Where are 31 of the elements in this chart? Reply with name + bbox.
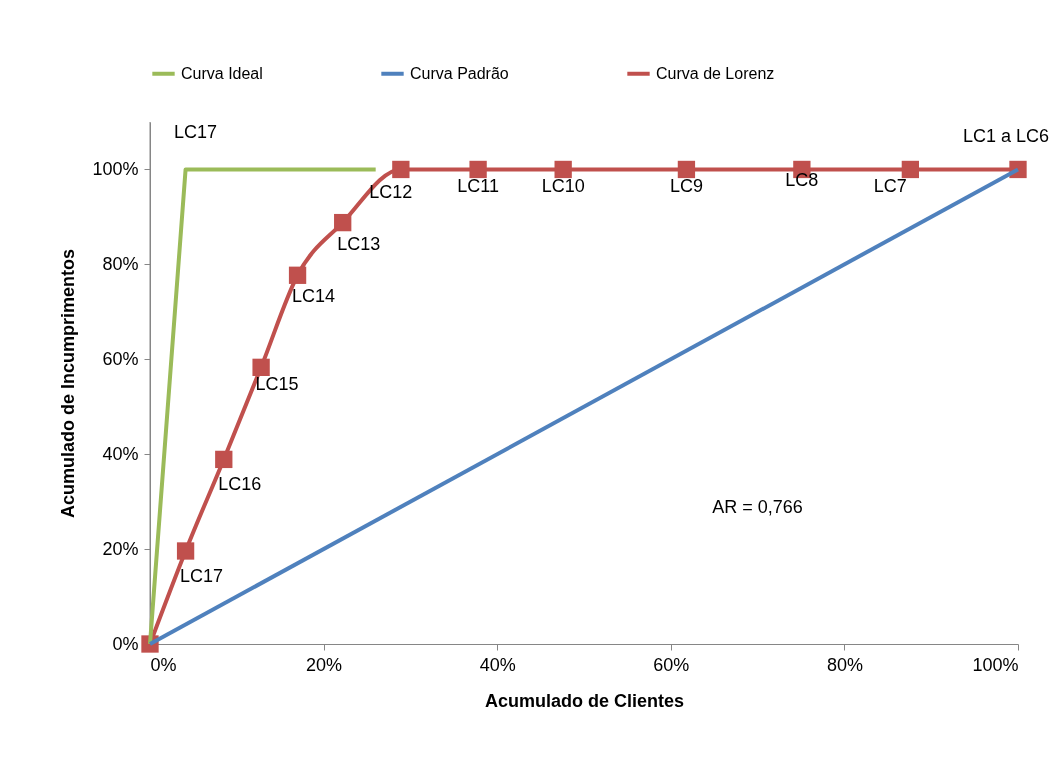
y-axis-title: Acumulado de Incumprimentos	[58, 248, 79, 519]
legend-label: Curva Padrão	[410, 64, 509, 82]
x-tick-label: 80%	[826, 654, 863, 675]
x-tick-label: 0%	[150, 654, 177, 675]
x-tick-label: 20%	[306, 654, 343, 675]
annotation: LC1 a LC6	[962, 126, 1050, 147]
y-tick-label: 0%	[112, 633, 139, 654]
y-tick-label: 100%	[92, 158, 139, 179]
annotation: LC15	[255, 374, 299, 395]
annotation: LC17	[174, 122, 218, 143]
annotation: LC12	[369, 182, 413, 203]
legend-label: Curva de Lorenz	[656, 64, 775, 82]
annotation: LC14	[292, 286, 336, 307]
y-tick-label: 40%	[102, 443, 139, 464]
annotation: LC13	[337, 233, 381, 254]
annotation: LC7	[873, 176, 907, 197]
legend-label: Curva Ideal	[181, 64, 263, 82]
x-tick-label: 60%	[653, 654, 690, 675]
annotation: LC17	[180, 565, 224, 586]
annotation: LC10	[541, 176, 585, 197]
x-axis-title: Acumulado de Clientes	[484, 690, 685, 711]
annotation: LC16	[218, 474, 262, 495]
y-tick-label: 20%	[102, 538, 139, 559]
y-tick-label: 80%	[102, 253, 139, 274]
annotation: LC9	[669, 176, 703, 197]
annotation: LC11	[457, 176, 499, 197]
x-tick-label: 100%	[972, 654, 1019, 675]
y-tick-label: 60%	[102, 348, 139, 369]
annotation: LC8	[785, 170, 819, 191]
annotation: AR = 0,766	[712, 497, 803, 518]
x-tick-label: 40%	[479, 654, 516, 675]
